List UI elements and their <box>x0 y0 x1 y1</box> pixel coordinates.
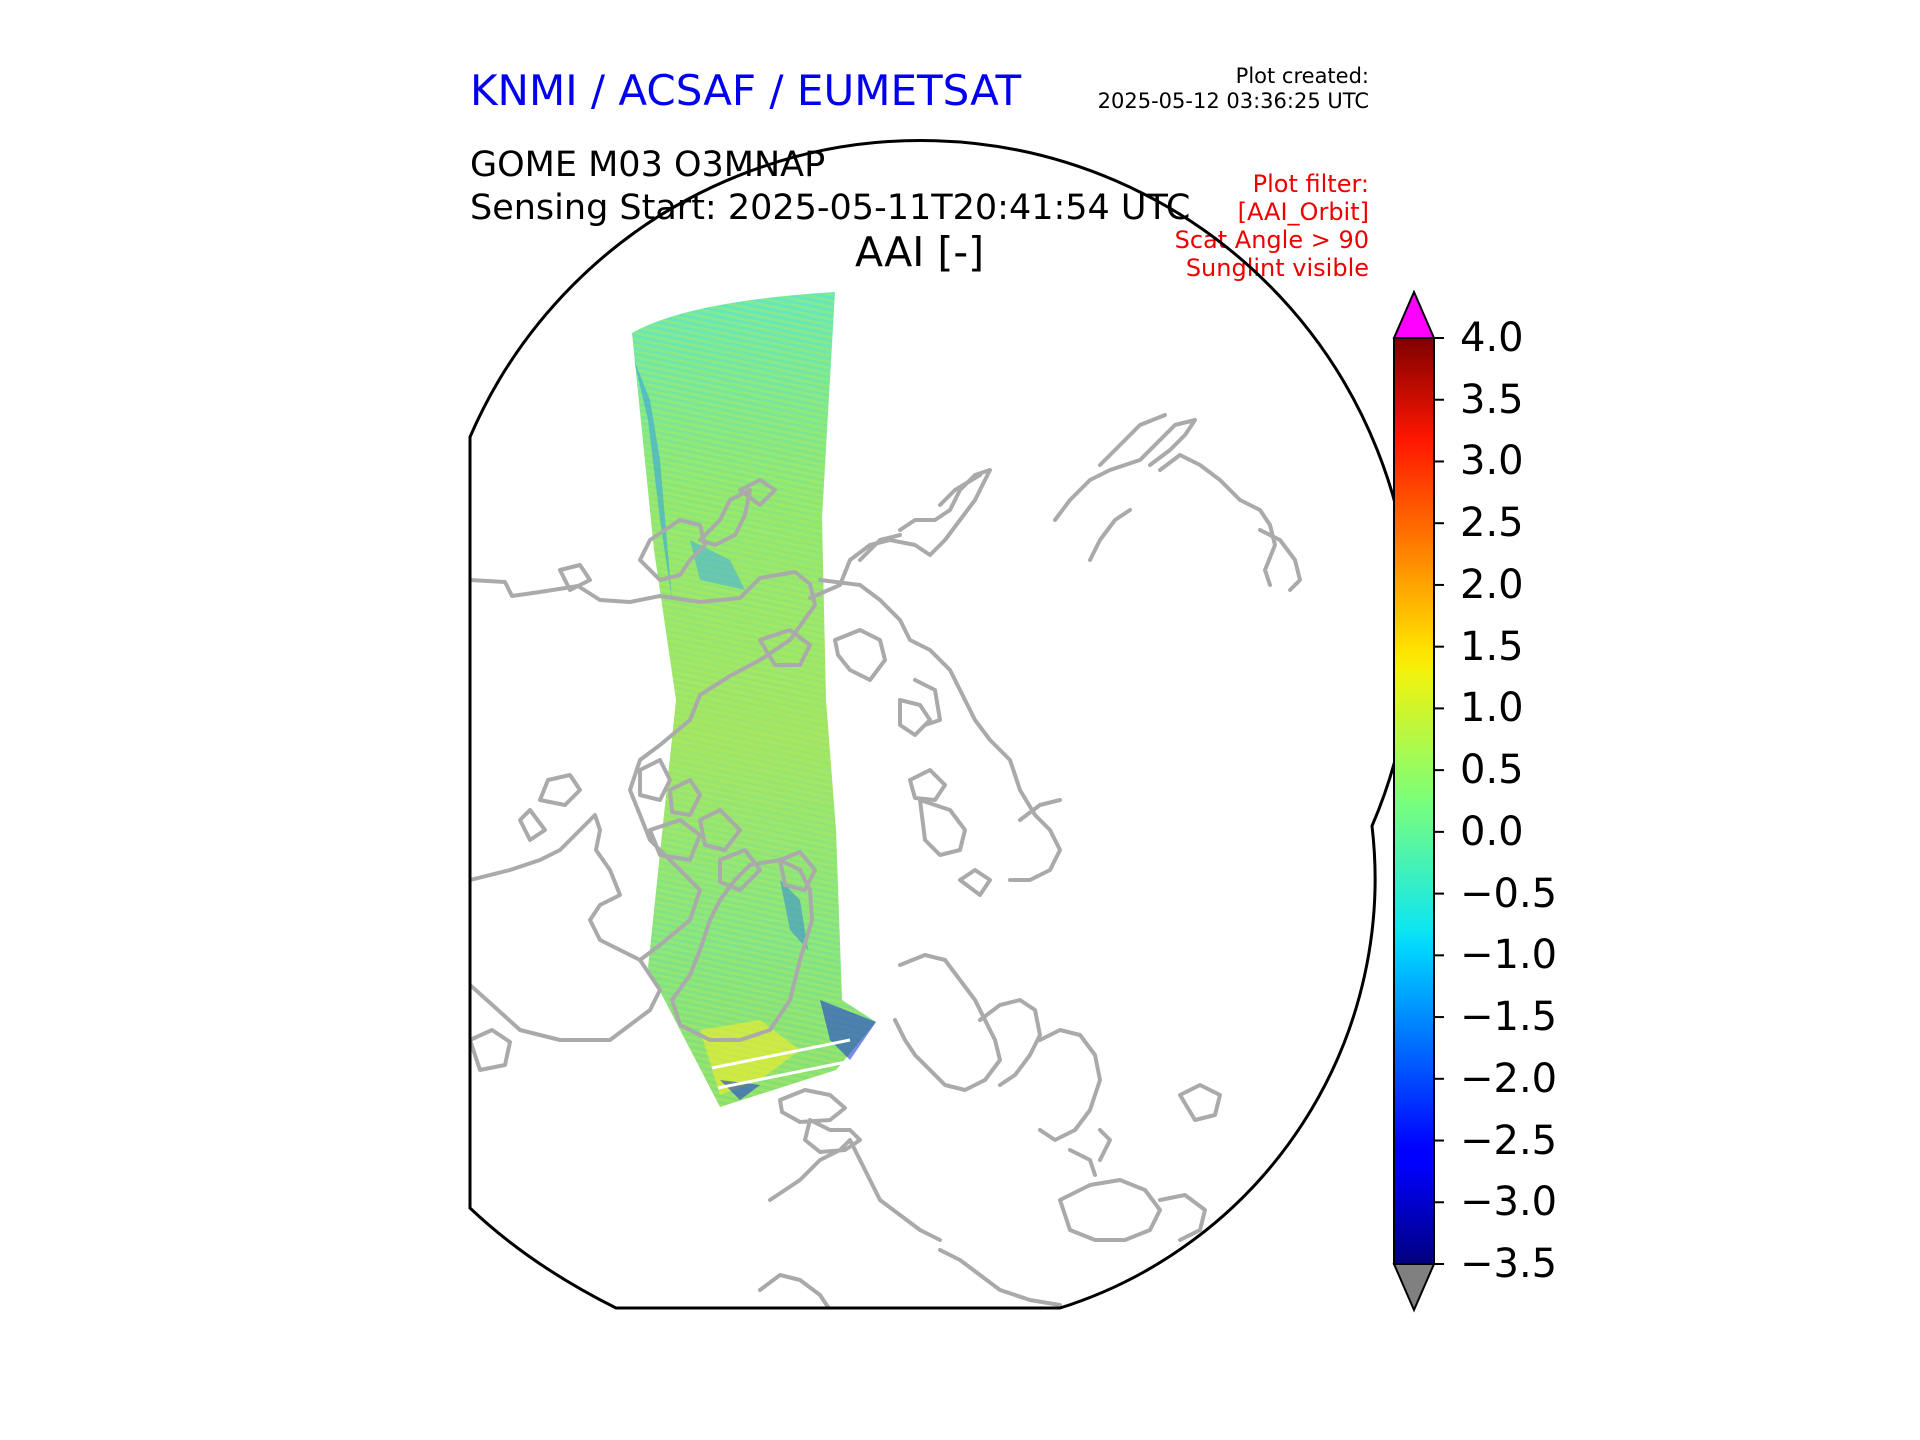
colorbar-tick-label: 1.5 <box>1460 623 1524 670</box>
colorbar-tick-label: 1.0 <box>1460 685 1524 732</box>
colorbar-frame <box>1393 337 1435 1265</box>
colorbar-tick-label: −3.5 <box>1460 1241 1558 1287</box>
plot-filter-orbit: [AAI_Orbit] <box>1237 198 1369 226</box>
colorbar-tick-label: −2.5 <box>1460 1117 1558 1164</box>
colorbar-tick-label: 2.0 <box>1460 561 1524 608</box>
colorbar-tick-label: −1.0 <box>1460 932 1558 979</box>
colorbar-tick-label: −0.5 <box>1460 870 1558 917</box>
sensing-start: Sensing Start: 2025-05-11T20:41:54 UTC <box>470 188 1191 228</box>
organization-title: KNMI / ACSAF / EUMETSAT <box>470 66 1022 115</box>
polar-map <box>470 292 1302 1308</box>
plot-created-label: Plot created: <box>1235 64 1369 88</box>
coastlines <box>470 413 1302 1308</box>
colorbar-tick-label: 0.5 <box>1460 747 1524 794</box>
colorbar-over-triangle <box>1392 289 1436 339</box>
variable-title: AAI [-] <box>855 228 985 276</box>
colorbar-gradient <box>1394 338 1434 1264</box>
plot-filter-label: Plot filter: <box>1252 170 1369 198</box>
plot-created-time: 2025-05-12 03:36:25 UTC <box>1097 89 1369 113</box>
colorbar-tick-label: −1.5 <box>1460 994 1558 1041</box>
colorbar-ticks <box>1434 337 1444 1265</box>
colorbar-tick-label: 2.5 <box>1460 500 1524 547</box>
colorbar-tick-label: 0.0 <box>1460 808 1524 855</box>
gome-swath <box>632 292 876 1107</box>
colorbar <box>1392 289 1444 1313</box>
colorbar-tick-label: 4.0 <box>1460 315 1524 361</box>
colorbar-tick-label: −2.0 <box>1460 1055 1558 1102</box>
colorbar-tick-label: −3.0 <box>1460 1179 1558 1226</box>
colorbar-under-triangle <box>1392 1263 1436 1313</box>
map-boundary <box>468 138 1414 1310</box>
plot-filter-sunglint: Sunglint visible <box>1185 254 1369 282</box>
colorbar-tick-label: 3.0 <box>1460 438 1524 485</box>
colorbar-tick-label: 3.5 <box>1460 376 1524 423</box>
